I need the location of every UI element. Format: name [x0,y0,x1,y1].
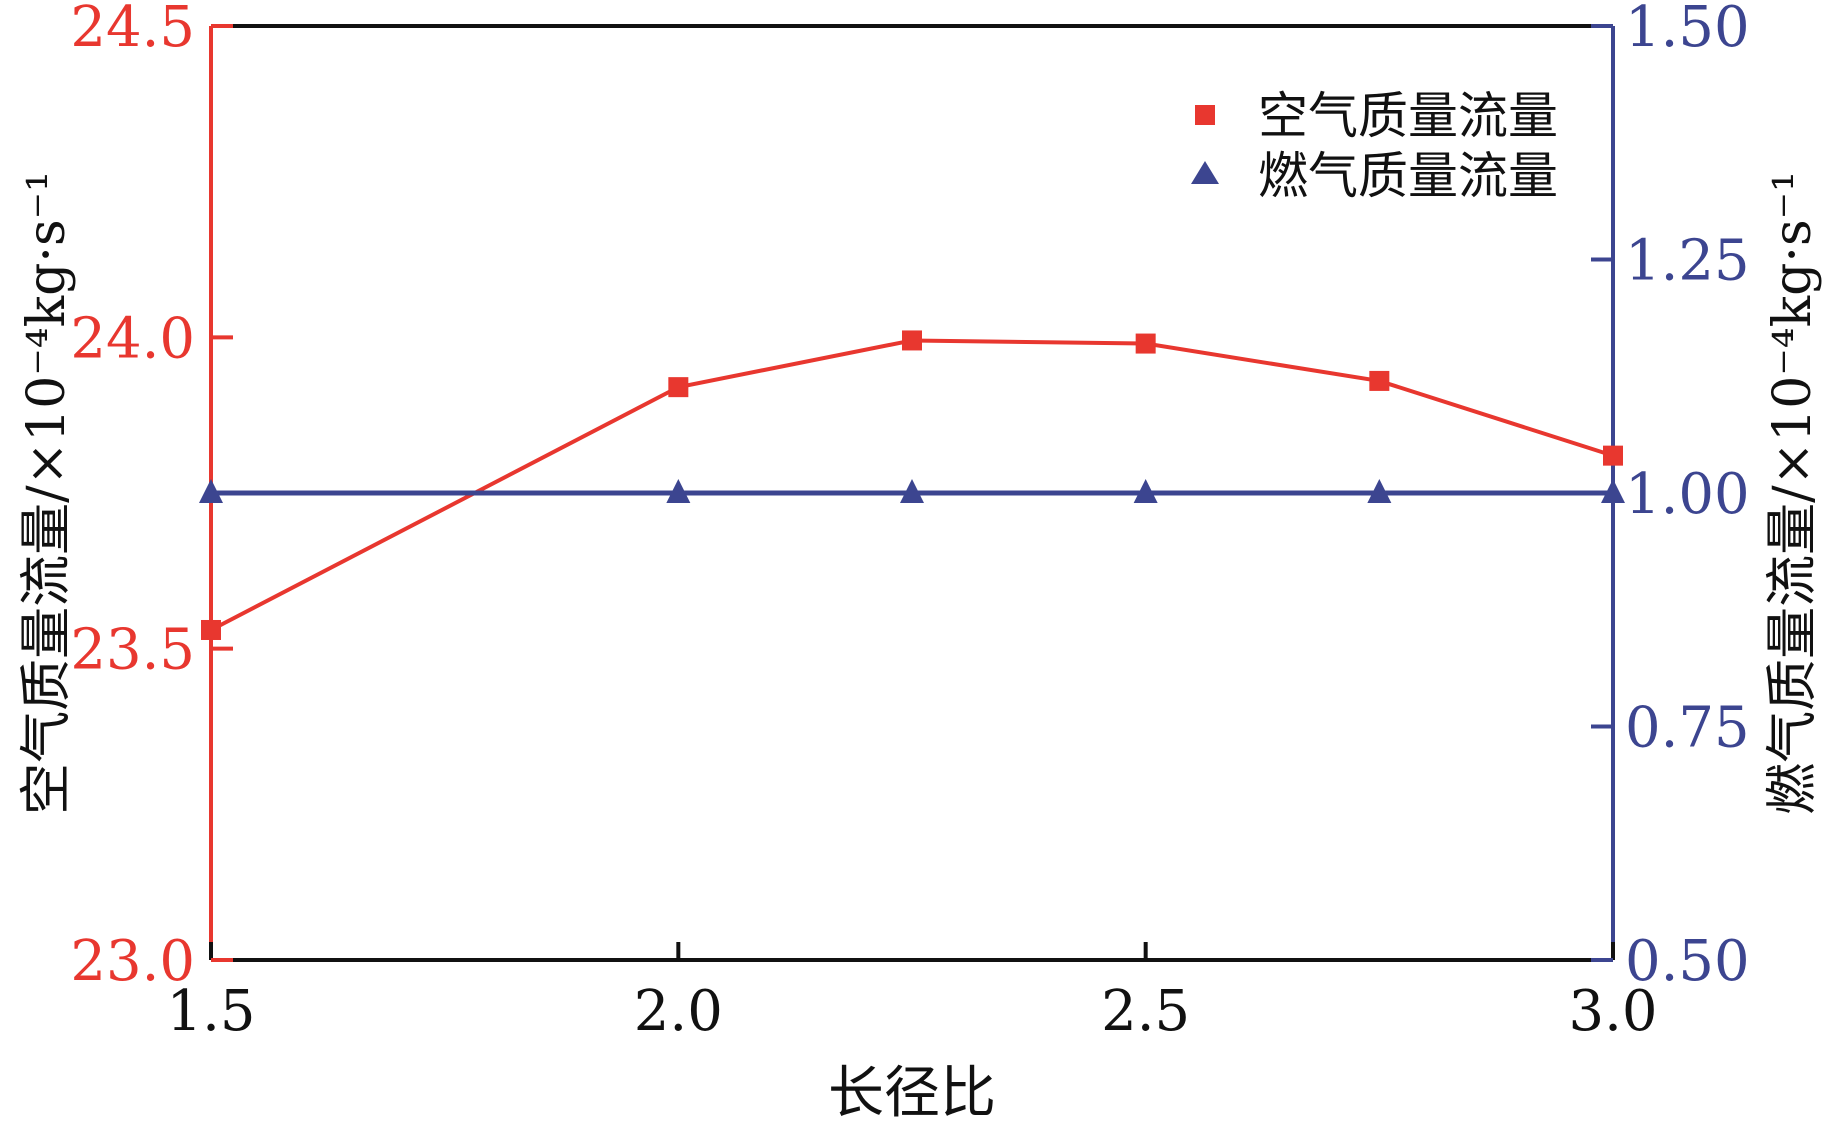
y-right-tick-label: 1.25 [1625,229,1750,294]
data-point-square [902,330,922,351]
y-left-tick-label: 24.0 [70,306,195,371]
data-point-square [668,377,689,398]
data-point-triangle [666,479,691,503]
legend-marker-square [1195,105,1215,125]
data-point-triangle [1133,479,1158,503]
series-line-1 [210,338,1614,632]
y-right-tick-label: 1.00 [1625,462,1750,527]
data-point-triangle [1601,479,1625,503]
data-point-square [201,619,221,640]
legend-label: 空气质量流量 [1258,87,1558,145]
x-axis-label: 长径比 [828,1061,996,1121]
x-tick-label: 3.0 [1568,979,1657,1044]
y-right-tick-label: 0.75 [1625,696,1750,761]
data-point-triangle [900,479,924,503]
y-right-tick-label: 1.50 [1625,0,1750,60]
x-tick-label: 2.5 [1101,979,1190,1044]
data-point-triangle [1367,479,1392,503]
x-tick-label: 1.5 [166,979,255,1044]
y-right-tick-label: 0.50 [1625,929,1750,994]
plot-area: 1.5 2.0 2.5 3.0 23.0 23.5 24.0 24.5 0.50 0.75 1.00… [70,0,1749,1044]
y-left-tick-label: 24.5 [70,0,195,60]
y-left-tick-label: 23.0 [70,929,195,994]
legend-marker-triangle [1191,161,1219,184]
y-axis-right-label: 燃气质量流量/×10⁻⁴kg·s⁻¹ [1763,171,1823,815]
data-point-square [1369,370,1390,391]
y-axis-left-label: 空气质量流量/×10⁻⁴kg·s⁻¹ [17,171,77,815]
data-point-triangle [199,479,223,503]
data-point-square [1135,333,1156,354]
y-left-tick-label: 23.5 [70,618,195,683]
data-point-square [1603,445,1623,466]
legend-label: 燃气质量流量 [1258,147,1558,205]
x-tick-label: 2.0 [634,979,723,1044]
